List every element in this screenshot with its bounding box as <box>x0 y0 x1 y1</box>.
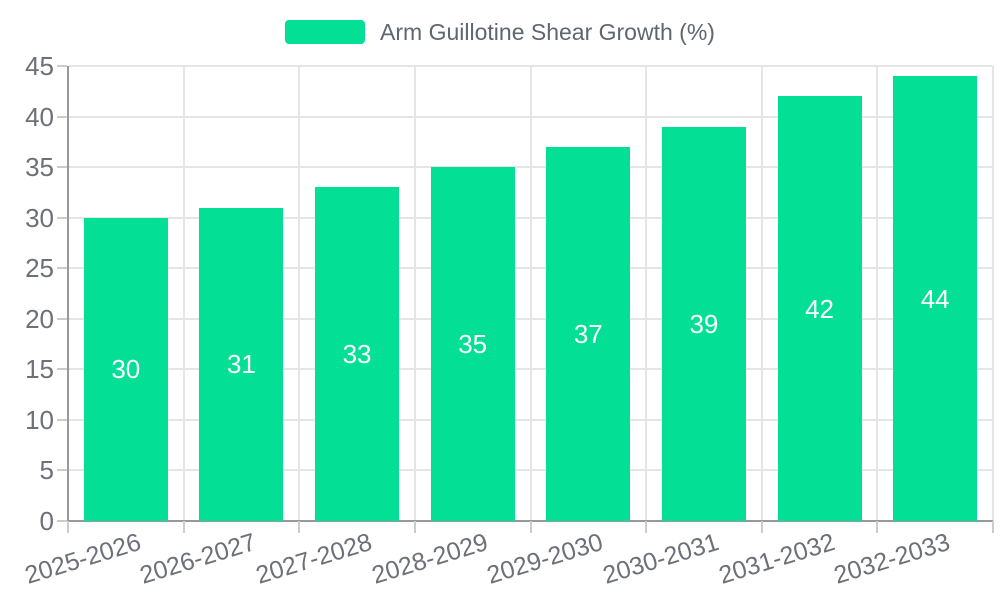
bar-value-label: 44 <box>920 283 950 314</box>
bar[interactable] <box>83 217 168 521</box>
bar[interactable] <box>315 187 400 521</box>
y-tick <box>57 267 67 270</box>
x-tick <box>67 521 69 533</box>
y-axis-line <box>67 66 69 521</box>
bar[interactable] <box>661 126 746 521</box>
bar-value-label: 33 <box>342 339 372 370</box>
x-gridline <box>413 66 416 521</box>
x-gridline <box>298 66 301 521</box>
x-gridline <box>645 66 648 521</box>
x-axis-label: 2032-2033 <box>830 528 954 590</box>
y-axis-label: 5 <box>39 455 54 486</box>
y-axis-label: 30 <box>25 202 54 233</box>
bar[interactable] <box>430 167 515 521</box>
y-tick <box>57 520 67 522</box>
x-tick <box>529 521 532 533</box>
x-gridline <box>992 66 994 521</box>
y-axis-label: 0 <box>39 506 54 536</box>
x-axis-label: 2031-2032 <box>715 528 838 590</box>
legend-label: Arm Guillotine Shear Growth (%) <box>380 19 715 45</box>
y-axis-label: 40 <box>25 101 54 132</box>
x-gridline <box>182 66 185 521</box>
y-tick <box>57 65 67 67</box>
x-gridline <box>876 66 879 521</box>
bar[interactable] <box>199 207 284 521</box>
bar-value-label: 31 <box>226 349 256 380</box>
y-tick <box>57 166 67 169</box>
bar[interactable] <box>893 76 978 521</box>
x-tick <box>182 521 185 533</box>
x-tick <box>876 521 879 533</box>
y-tick <box>57 368 67 371</box>
x-gridline <box>760 66 763 521</box>
legend-swatch <box>285 20 366 44</box>
bar-value-label: 35 <box>458 329 488 360</box>
bar-value-label: 39 <box>689 308 719 339</box>
y-tick <box>57 418 67 421</box>
x-tick <box>298 521 301 533</box>
x-tick <box>645 521 648 533</box>
x-axis-label: 2028-2029 <box>368 528 491 590</box>
y-tick <box>57 115 67 118</box>
x-tick <box>413 521 416 533</box>
x-tick <box>992 521 994 533</box>
y-axis-label: 35 <box>25 152 54 183</box>
bar-value-label: 30 <box>111 354 141 385</box>
x-axis-label: 2027-2028 <box>252 528 376 590</box>
y-tick <box>57 317 67 320</box>
x-axis-label: 2029-2030 <box>483 528 607 590</box>
x-gridline <box>529 66 532 521</box>
bar[interactable] <box>777 96 862 521</box>
y-tick <box>57 469 67 472</box>
y-axis-label: 20 <box>25 303 54 334</box>
bar-value-label: 42 <box>805 293 835 324</box>
x-axis-label: 2030-2031 <box>599 528 723 590</box>
x-axis-label: 2026-2027 <box>137 528 260 590</box>
bar-value-label: 37 <box>573 318 603 349</box>
legend[interactable]: Arm Guillotine Shear Growth (%) <box>0 19 1000 45</box>
y-axis-label: 25 <box>25 253 54 284</box>
bar[interactable] <box>546 146 631 521</box>
x-tick <box>760 521 763 533</box>
x-axis-label: 2025-2026 <box>21 528 144 590</box>
y-axis-label: 45 <box>25 51 54 81</box>
y-axis-label: 10 <box>25 404 54 435</box>
y-tick <box>57 216 67 219</box>
y-axis-label: 15 <box>25 354 54 385</box>
